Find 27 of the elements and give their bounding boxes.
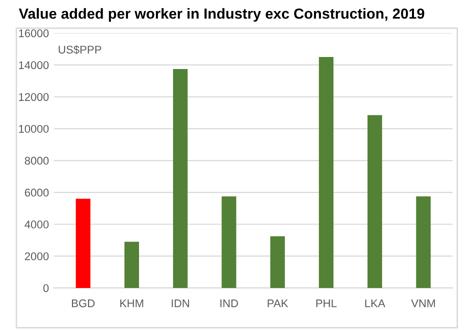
- y-axis-title: US$PPP: [58, 45, 102, 54]
- y-tick-label: 0: [43, 284, 49, 292]
- bar: [416, 196, 431, 288]
- bar: [76, 198, 90, 288]
- y-tick-label: 6000: [24, 188, 49, 197]
- bar: [318, 56, 334, 288]
- bar: [270, 236, 285, 288]
- bar: [222, 196, 236, 288]
- x-tick-label: VNM: [411, 299, 435, 308]
- chart-title: Value added per worker in Industry exc Construction, 2019: [18, 8, 424, 22]
- y-tick-label: 14000: [19, 61, 49, 70]
- x-tick-label: PHL: [316, 299, 337, 308]
- bar: [124, 242, 140, 288]
- y-tick-label: 16000: [19, 29, 49, 38]
- x-tick-label: PAK: [268, 299, 288, 308]
- x-tick-label: KHM: [120, 299, 144, 308]
- x-tick-label: LKA: [365, 299, 386, 308]
- y-tick-label: 8000: [24, 156, 49, 165]
- x-tick-label: BGD: [72, 299, 95, 308]
- bar: [173, 68, 188, 288]
- y-tick-label: 12000: [19, 93, 49, 101]
- x-tick-label: IDN: [172, 299, 189, 308]
- x-tick-label: IND: [220, 299, 238, 308]
- bar: [368, 115, 382, 288]
- y-tick-label: 2000: [24, 252, 49, 260]
- y-tick-label: 10000: [19, 124, 49, 133]
- y-tick-label: 4000: [24, 220, 49, 228]
